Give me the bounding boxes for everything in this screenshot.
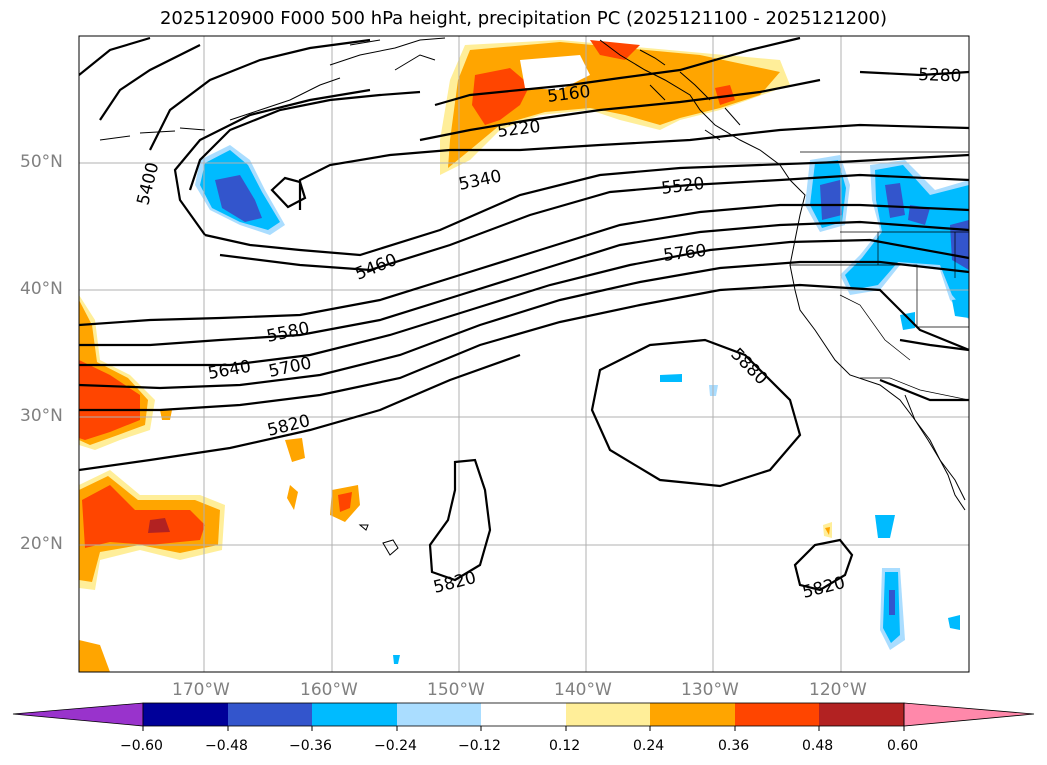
colorbar-bin: [143, 703, 228, 726]
lat-label-30n: 30°N: [20, 406, 63, 426]
lon-label-150w: 150°W: [427, 680, 485, 700]
chart-title: 2025120900 F000 500 hPa height, precipit…: [159, 8, 888, 29]
lat-label-40n: 40°N: [20, 279, 63, 299]
colorbar-bin: [481, 703, 566, 726]
colorbar-tick-label: −0.36: [289, 738, 332, 754]
precip-positive-fields: [79, 40, 832, 672]
precip-east-blue1: [885, 183, 905, 218]
contour-5820-c: [793, 538, 854, 592]
precip-neg-spot-a: [660, 374, 682, 382]
contour-5880-c: [899, 338, 969, 352]
precip-low-blue: [215, 175, 262, 222]
lon-label-140w: 140°W: [554, 680, 612, 700]
lon-label-170w: 170°W: [172, 680, 230, 700]
precip-spot-e2: [825, 527, 830, 535]
lon-label-130w: 130°W: [681, 680, 739, 700]
contour-5400: [149, 38, 421, 191]
precip-neg-spot-c: [875, 515, 895, 538]
colorbar-tick-label: 0.48: [802, 738, 834, 754]
contour-5520: [219, 173, 969, 272]
map-background: [79, 36, 969, 672]
lat-label-20n: 20°N: [20, 534, 63, 554]
precip-east-spot2: [952, 298, 969, 318]
precip-nw-blue: [820, 180, 842, 220]
precip-alaska-hole: [520, 55, 590, 90]
coast-alaska: [99, 37, 446, 141]
colorbar-bin: [312, 703, 397, 726]
map-frame: [78, 35, 970, 673]
contour-5880-b: [879, 378, 969, 402]
hawaii-2: [358, 524, 369, 531]
contour-low: [270, 176, 307, 209]
colorbar-frame: [142, 702, 905, 727]
colorbar-bin: [650, 703, 735, 726]
colorbar-bin: [819, 703, 904, 726]
colorbar-tick-label: 0.24: [633, 738, 665, 754]
precip-spot-a: [285, 438, 305, 462]
colorbar-bin: [735, 703, 819, 726]
colorbar-tick-label: 0.12: [549, 738, 581, 754]
precip-sw-dark: [148, 518, 170, 533]
border-mexico: [860, 377, 969, 401]
precip-east-spot: [900, 312, 915, 330]
colorbar-tick-label: −0.60: [120, 738, 163, 754]
colorbar-bin: [397, 703, 481, 726]
contour-5460: [173, 88, 969, 257]
precip-east-cyan: [845, 165, 969, 315]
colorbar-bin: [566, 703, 650, 726]
coast-baja: [904, 394, 966, 511]
contour-5580: [79, 203, 969, 327]
precip-spot-c-red: [338, 492, 352, 512]
contour-5880: [590, 338, 802, 488]
precip-alaska-red2: [590, 40, 640, 60]
precip-neg-spot-f: [393, 655, 400, 664]
colorbar-tick-label: 0.60: [887, 738, 919, 754]
colorbar-over-arrow: [903, 702, 1035, 727]
height-contours: [79, 36, 969, 592]
contour-label: 5280: [918, 65, 962, 86]
precip-neg-spot-e: [948, 615, 960, 630]
precip-neg-spot-d3: [889, 590, 895, 615]
contour-5280: [859, 70, 969, 77]
precip-alaska-red3: [715, 85, 735, 105]
contour-5820-b: [428, 458, 492, 582]
precip-sw-bottom: [79, 640, 110, 672]
map-area: [79, 36, 969, 672]
contour-5640: [79, 220, 969, 347]
colorbar-tick-label: 0.36: [718, 738, 750, 754]
colorbar-tick-label: −0.24: [374, 738, 417, 754]
precip-east-blue2: [908, 205, 930, 225]
contour-5760: [79, 260, 969, 390]
coast-canada-inlets: [639, 49, 741, 141]
lat-label-50n: 50°N: [20, 152, 63, 172]
precip-spot-d: [160, 410, 172, 420]
precip-sw-red: [82, 485, 205, 548]
hawaii-1: [382, 539, 399, 556]
colorbar-ticks: [142, 726, 905, 731]
contour-5160: [434, 36, 801, 107]
contour-5820-south: [79, 353, 521, 472]
colorbar-bin: [228, 703, 312, 726]
coast-bc: [599, 39, 966, 501]
contour-5340: [298, 123, 969, 210]
colorbar-tick-label: −0.12: [458, 738, 501, 754]
colorbar-under-arrow: [12, 702, 144, 727]
colorbar-tick-label: −0.48: [205, 738, 248, 754]
contour-5820-main: [79, 283, 969, 412]
contour-5700: [79, 238, 969, 367]
contour-5220: [419, 78, 821, 142]
precip-west-red: [79, 360, 140, 440]
precip-negative-fields: [195, 145, 969, 664]
precip-alaska-red: [472, 68, 530, 125]
colorbar: [12, 702, 1035, 731]
precip-spot-b: [287, 485, 298, 510]
coastlines: [99, 37, 966, 556]
contour-5400-outer: [79, 36, 201, 121]
lon-label-160w: 160°W: [300, 680, 358, 700]
lon-label-120w: 120°W: [809, 680, 867, 700]
